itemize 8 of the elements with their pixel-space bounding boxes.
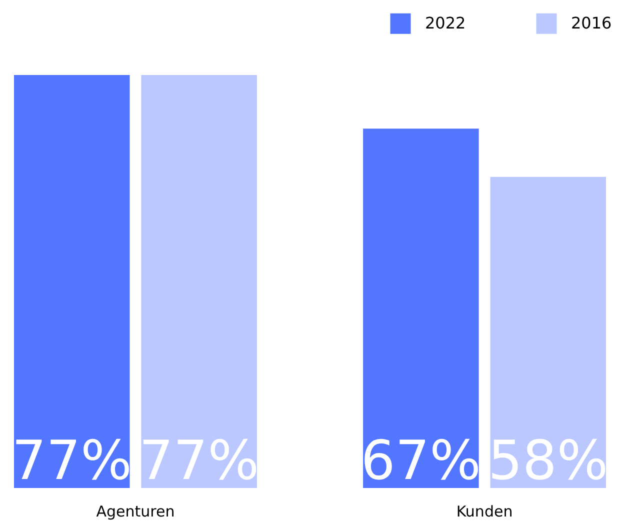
data-label: 77% — [139, 429, 260, 492]
x-tick-label: Agenturen — [96, 502, 175, 520]
legend-label: 2022 — [425, 14, 466, 33]
x-tick-label: Kunden — [456, 502, 513, 520]
data-label: 67% — [360, 429, 481, 492]
legend-label: 2016 — [571, 14, 612, 33]
data-label: 77% — [12, 429, 132, 492]
data-label: 58% — [488, 429, 608, 492]
